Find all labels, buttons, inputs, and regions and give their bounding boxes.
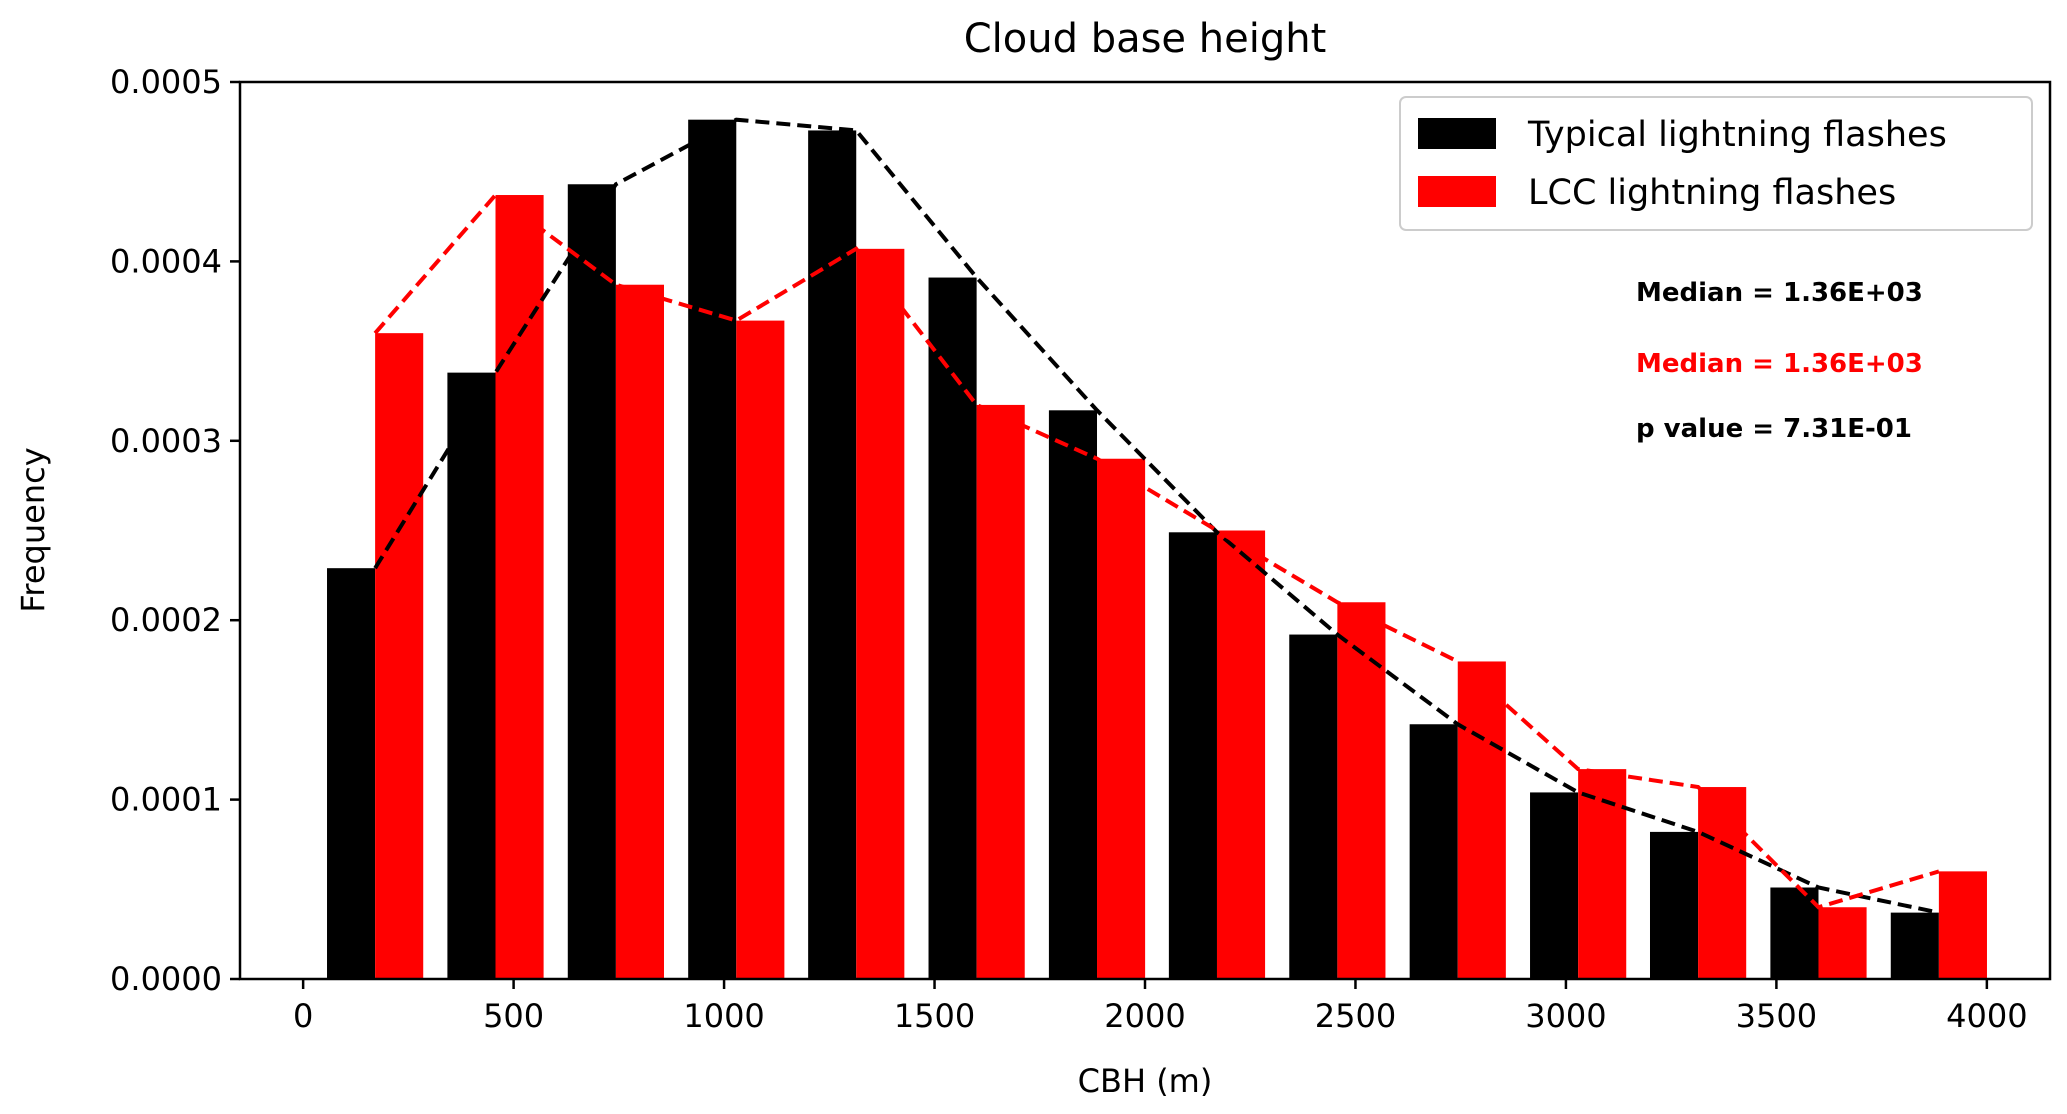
bar-lcc bbox=[856, 248, 905, 980]
legend-label-lcc: LCC lightning flashes bbox=[1528, 173, 1896, 213]
bar-typical bbox=[1770, 887, 1819, 979]
bar-lcc bbox=[495, 195, 544, 980]
x-tick-label: 2000 bbox=[1104, 997, 1185, 1035]
bar-typical bbox=[1048, 410, 1098, 979]
bar-typical bbox=[688, 119, 737, 979]
bar-lcc bbox=[1818, 907, 1867, 979]
bar-lcc bbox=[1938, 871, 1987, 979]
x-tick-label: 3500 bbox=[1736, 997, 1817, 1035]
bar-lcc bbox=[615, 284, 664, 979]
x-tick-label: 1000 bbox=[683, 997, 764, 1035]
statistics-annotations: Median = 1.36E+03 Median = 1.36E+03 p va… bbox=[1636, 278, 1923, 444]
bar-typical bbox=[1168, 532, 1217, 979]
bar-lcc bbox=[1097, 458, 1146, 979]
x-tick-label: 500 bbox=[483, 997, 544, 1035]
bar-typical bbox=[567, 184, 616, 979]
bar-lcc bbox=[375, 333, 424, 979]
bar-lcc bbox=[1698, 787, 1747, 979]
bar-typical bbox=[447, 372, 496, 979]
y-tick-label: 0.0000 bbox=[110, 960, 222, 998]
x-tick-label: 4000 bbox=[1946, 997, 2027, 1035]
x-tick-label: 0 bbox=[293, 997, 313, 1035]
bar-typical bbox=[808, 130, 857, 980]
x-tick-label: 1500 bbox=[894, 997, 975, 1035]
y-tick-label: 0.0002 bbox=[110, 601, 222, 639]
y-tick-label: 0.0004 bbox=[110, 242, 222, 280]
bar-typical bbox=[1289, 634, 1338, 979]
legend-swatch-lcc bbox=[1418, 176, 1496, 207]
p-value-annotation: p value = 7.31E-01 bbox=[1636, 414, 1912, 444]
y-axis-label: Frequency bbox=[14, 447, 52, 612]
typical-median-annotation: Median = 1.36E+03 bbox=[1636, 278, 1923, 308]
x-tick-label: 3000 bbox=[1525, 997, 1606, 1035]
trend-line-typical bbox=[373, 117, 1940, 915]
bar-typical bbox=[1890, 912, 1939, 979]
trend-line-lcc bbox=[373, 192, 1940, 910]
trend-line-layer bbox=[373, 117, 1940, 915]
bar-typical bbox=[1409, 724, 1458, 979]
bar-layer bbox=[327, 119, 1987, 980]
bar-lcc bbox=[736, 320, 785, 979]
legend-frame bbox=[1399, 96, 2033, 231]
bar-typical bbox=[1649, 831, 1699, 979]
lcc-median-annotation: Median = 1.36E+03 bbox=[1636, 349, 1923, 379]
y-tick-label: 0.0001 bbox=[110, 781, 222, 819]
bar-typical bbox=[327, 568, 376, 979]
x-axis-ticks: 0 500 1000 1500 2000 2500 3000 3500 4000 bbox=[293, 979, 2028, 1035]
bar-lcc bbox=[1578, 769, 1627, 979]
y-axis-ticks: 0.0000 0.0001 0.0002 0.0003 0.0004 0.0005 bbox=[110, 63, 240, 998]
legend-label-typical: Typical lightning flashes bbox=[1527, 115, 1947, 155]
legend: Typical lightning flashes LCC lightning … bbox=[1399, 96, 2033, 231]
y-tick-label: 0.0003 bbox=[110, 422, 222, 460]
x-tick-label: 2500 bbox=[1315, 997, 1396, 1035]
bar-typical bbox=[928, 277, 977, 979]
y-tick-label: 0.0005 bbox=[110, 63, 222, 101]
bar-lcc bbox=[976, 404, 1025, 979]
bar-lcc bbox=[1337, 602, 1386, 979]
bar-typical bbox=[1530, 792, 1579, 979]
chart-title: Cloud base height bbox=[964, 16, 1327, 62]
bar-lcc bbox=[1457, 661, 1506, 979]
x-axis-label: CBH (m) bbox=[1078, 1062, 1213, 1100]
legend-swatch-typical bbox=[1418, 118, 1496, 149]
bar-lcc bbox=[1216, 530, 1266, 979]
